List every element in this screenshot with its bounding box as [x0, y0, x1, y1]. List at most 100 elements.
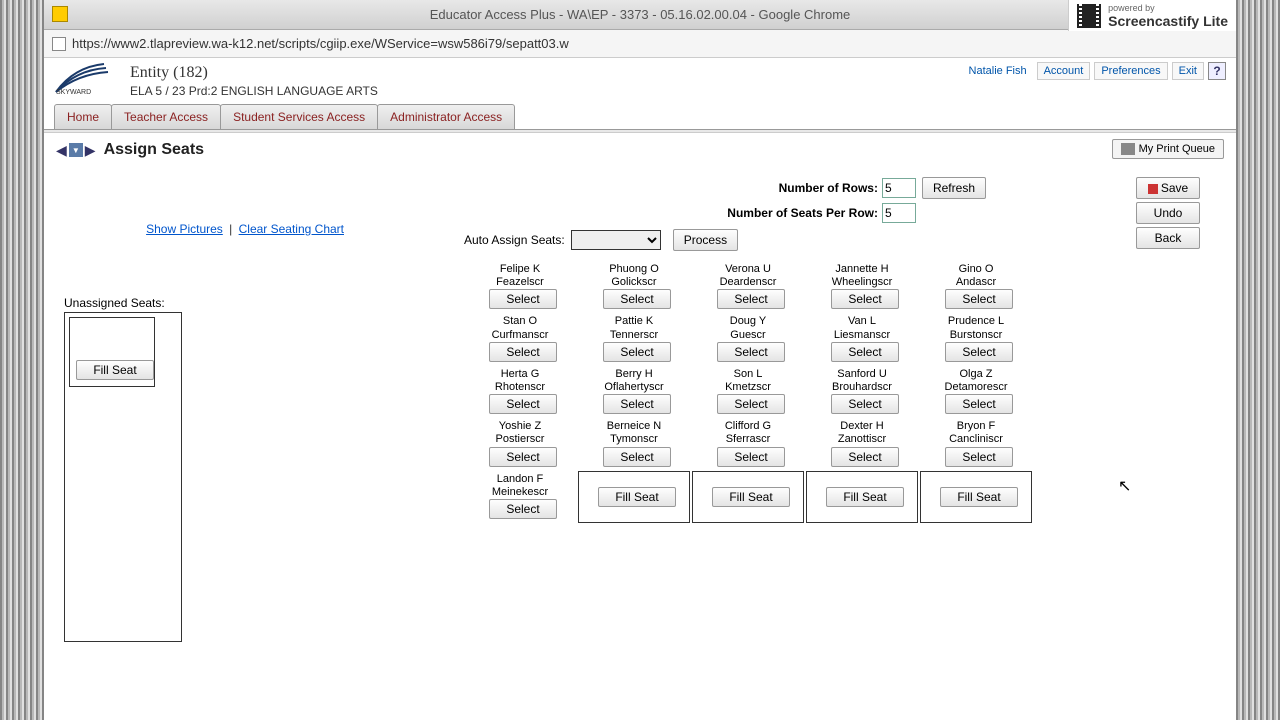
svg-text:SKYWARD: SKYWARD: [56, 89, 91, 96]
seat-occupied: Dexter HZanottiscrSelect: [806, 418, 918, 468]
seat-occupied: Sanford UBrouhardscrSelect: [806, 366, 918, 416]
select-button[interactable]: Select: [717, 342, 784, 362]
select-button[interactable]: Select: [717, 289, 784, 309]
select-button[interactable]: Select: [831, 342, 898, 362]
address-bar[interactable]: https://www2.tlapreview.wa-k12.net/scrip…: [44, 30, 1236, 58]
student-name: Berneice NTymonscr: [578, 420, 690, 446]
select-button[interactable]: Select: [831, 447, 898, 467]
seats-per-row-label: Number of Seats Per Row:: [727, 206, 878, 220]
select-button[interactable]: Select: [717, 447, 784, 467]
fill-seat-button[interactable]: Fill Seat: [598, 487, 675, 507]
show-pictures-link[interactable]: Show Pictures: [146, 222, 223, 236]
seat-occupied: Berry HOflahertyscrSelect: [578, 366, 690, 416]
nav-back-icon[interactable]: ◀: [56, 142, 67, 159]
auto-assign-select[interactable]: [571, 230, 661, 250]
entity-subtitle: ELA 5 / 23 Prd:2 ENGLISH LANGUAGE ARTS: [130, 84, 378, 98]
page-icon: [52, 37, 66, 51]
select-button[interactable]: Select: [603, 447, 670, 467]
select-button[interactable]: Select: [603, 394, 670, 414]
seat-empty: Fill Seat: [806, 471, 918, 523]
seat-occupied: Clifford GSferrascrSelect: [692, 418, 804, 468]
exit-link[interactable]: Exit: [1172, 62, 1204, 80]
seat-occupied: Jannette HWheelingscrSelect: [806, 261, 918, 311]
select-button[interactable]: Select: [831, 289, 898, 309]
unassigned-slot: Fill Seat: [69, 317, 155, 387]
save-button[interactable]: Save: [1136, 177, 1200, 199]
tab-teacher-access[interactable]: Teacher Access: [111, 104, 221, 129]
student-name: Stan OCurfmanscr: [464, 315, 576, 341]
student-name: Gino OAndascr: [920, 263, 1032, 289]
student-name: Olga ZDetamorescr: [920, 368, 1032, 394]
fill-seat-button[interactable]: Fill Seat: [826, 487, 903, 507]
entity-title: Entity (182): [130, 64, 378, 82]
seats-per-row-input[interactable]: [882, 203, 916, 223]
print-queue-button[interactable]: My Print Queue: [1112, 139, 1224, 159]
select-button[interactable]: Select: [945, 447, 1012, 467]
screencastify-watermark: powered byScreencastify Lite: [1068, 0, 1236, 31]
nav-forward-icon[interactable]: ▶: [85, 142, 96, 159]
student-name: Phuong OGolickscr: [578, 263, 690, 289]
seat-occupied: Verona UDeardenscrSelect: [692, 261, 804, 311]
student-name: Verona UDeardenscr: [692, 263, 804, 289]
help-button[interactable]: ?: [1208, 62, 1226, 80]
tab-administrator[interactable]: Administrator Access: [377, 104, 515, 129]
seat-grid: Felipe KFeazelscrSelectPhuong OGolickscr…: [464, 261, 1116, 523]
seat-occupied: Berneice NTymonscrSelect: [578, 418, 690, 468]
seat-occupied: Pattie KTennerscrSelect: [578, 313, 690, 363]
student-name: Bryon FCancliniscr: [920, 420, 1032, 446]
url-text: https://www2.tlapreview.wa-k12.net/scrip…: [72, 36, 569, 51]
student-name: Felipe KFeazelscr: [464, 263, 576, 289]
student-name: Son LKmetzscr: [692, 368, 804, 394]
unassigned-label: Unassigned Seats:: [64, 296, 344, 310]
seat-occupied: Phuong OGolickscrSelect: [578, 261, 690, 311]
unassigned-box: Fill Seat: [64, 312, 182, 642]
select-button[interactable]: Select: [603, 342, 670, 362]
select-button[interactable]: Select: [945, 394, 1012, 414]
student-name: Landon FMeinekescr: [464, 473, 576, 499]
seat-occupied: Van LLiesmanscrSelect: [806, 313, 918, 363]
select-button[interactable]: Select: [489, 394, 556, 414]
fill-seat-button[interactable]: Fill Seat: [76, 360, 153, 380]
seat-occupied: Prudence LBurstonscrSelect: [920, 313, 1032, 363]
undo-button[interactable]: Undo: [1136, 202, 1200, 224]
fill-seat-button[interactable]: Fill Seat: [712, 487, 789, 507]
preferences-link[interactable]: Preferences: [1094, 62, 1167, 80]
window-title: Educator Access Plus - WA\EP - 3373 - 05…: [44, 0, 1236, 30]
student-name: Doug YGuescr: [692, 315, 804, 341]
account-link[interactable]: Account: [1037, 62, 1091, 80]
seat-occupied: Stan OCurfmanscrSelect: [464, 313, 576, 363]
select-button[interactable]: Select: [489, 447, 556, 467]
tab-student-services[interactable]: Student Services Access: [220, 104, 378, 129]
process-button[interactable]: Process: [673, 229, 738, 251]
back-button[interactable]: Back: [1136, 227, 1200, 249]
seat-occupied: Felipe KFeazelscrSelect: [464, 261, 576, 311]
clear-chart-link[interactable]: Clear Seating Chart: [239, 222, 344, 236]
student-name: Dexter HZanottiscr: [806, 420, 918, 446]
select-button[interactable]: Select: [717, 394, 784, 414]
skyward-logo: SKYWARD: [54, 62, 122, 96]
select-button[interactable]: Select: [945, 342, 1012, 362]
nav-dropdown-icon[interactable]: ▼: [69, 143, 83, 157]
rows-label: Number of Rows:: [779, 181, 878, 195]
select-button[interactable]: Select: [489, 499, 556, 519]
fill-seat-button[interactable]: Fill Seat: [940, 487, 1017, 507]
select-button[interactable]: Select: [945, 289, 1012, 309]
seat-empty: Fill Seat: [578, 471, 690, 523]
seat-occupied: Son LKmetzscrSelect: [692, 366, 804, 416]
user-name-link[interactable]: Natalie Fish: [963, 63, 1033, 79]
select-button[interactable]: Select: [603, 289, 670, 309]
student-name: Van LLiesmanscr: [806, 315, 918, 341]
tab-home[interactable]: Home: [54, 104, 112, 129]
seat-occupied: Herta GRhotenscrSelect: [464, 366, 576, 416]
rows-input[interactable]: [882, 178, 916, 198]
select-button[interactable]: Select: [489, 289, 556, 309]
select-button[interactable]: Select: [489, 342, 556, 362]
student-name: Jannette HWheelingscr: [806, 263, 918, 289]
select-button[interactable]: Select: [831, 394, 898, 414]
seat-occupied: Olga ZDetamorescrSelect: [920, 366, 1032, 416]
save-icon: [1148, 184, 1158, 194]
refresh-button[interactable]: Refresh: [922, 177, 986, 199]
auto-assign-label: Auto Assign Seats:: [464, 233, 565, 247]
student-name: Prudence LBurstonscr: [920, 315, 1032, 341]
student-name: Berry HOflahertyscr: [578, 368, 690, 394]
